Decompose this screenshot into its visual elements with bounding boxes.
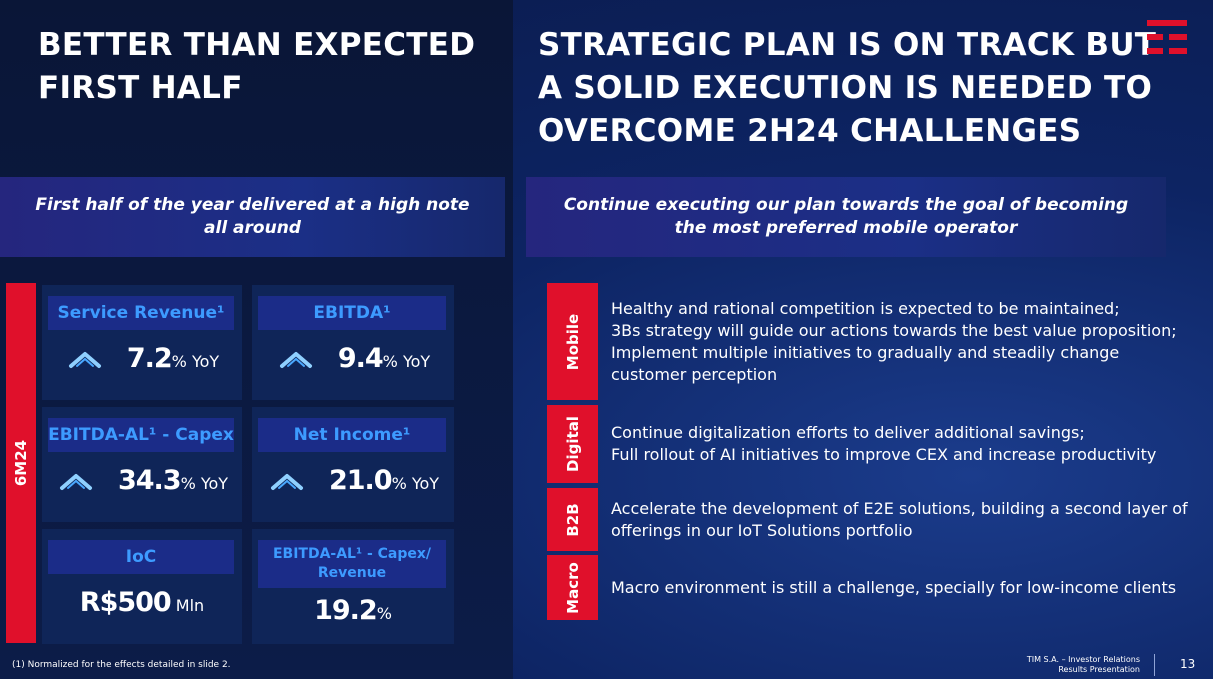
- title-line: OVERCOME 2H24 CHALLENGES: [538, 113, 1082, 149]
- arrow-icon: [270, 473, 303, 490]
- logo: [1147, 20, 1187, 54]
- kpi-tile: Net Income¹ 21.0% YoY: [252, 407, 454, 522]
- kpi-value-line: 21.0% YoY: [252, 465, 454, 496]
- title-line: STRATEGIC PLAN IS ON TRACK BUT: [538, 27, 1157, 63]
- footer-divider: [1154, 654, 1155, 676]
- banner-text: Continue executing our plan towards the …: [563, 195, 1129, 238]
- kpi-value-line: 9.4% YoY: [252, 343, 454, 374]
- kpi-unit: % YoY: [382, 352, 431, 371]
- arrow-icon: [59, 473, 92, 490]
- kpi-unit: Mln: [170, 596, 205, 615]
- row-label: Digital: [563, 416, 582, 472]
- row-text: Accelerate the development of E2E soluti…: [611, 488, 1193, 551]
- kpi-tile: EBITDA-AL¹ - Capex/ Revenue 19.2%: [252, 529, 454, 644]
- footer-company: TIM S.A. – Investor Relations: [1026, 655, 1140, 664]
- right-banner: Continue executing our plan towards the …: [526, 177, 1166, 257]
- row-label: Mobile: [563, 313, 582, 370]
- kpi-title: EBITDA¹: [258, 296, 446, 330]
- chevron-inner: [66, 479, 85, 489]
- row-label-box: Mobile: [547, 283, 598, 400]
- row-line: Macro environment is still a challenge, …: [611, 577, 1177, 597]
- footer-doc: Results Presentation: [1058, 665, 1140, 674]
- row-text: Macro environment is still a challenge, …: [611, 555, 1193, 620]
- chevron: [270, 473, 303, 490]
- row-label: B2B: [563, 502, 582, 537]
- banner-text: First half of the year delivered at a hi…: [35, 195, 470, 238]
- kpi-unit: %: [376, 604, 392, 623]
- row-label: Macro: [563, 561, 582, 614]
- right-title: STRATEGIC PLAN IS ON TRACK BUT A SOLID E…: [538, 24, 1156, 153]
- row-label-box: B2B: [547, 488, 598, 551]
- chevron: [68, 351, 101, 368]
- kpi-value-line: 7.2% YoY: [42, 343, 242, 374]
- kpi-value: 9.4: [337, 343, 384, 374]
- kpi-title: EBITDA-AL¹ - Capex: [48, 418, 234, 452]
- kpi-tile: EBITDA¹ 9.4% YoY: [252, 285, 454, 400]
- kpi-unit: % YoY: [180, 474, 229, 493]
- chevron-inner: [277, 479, 296, 489]
- footnote: (1) Normalized for the effects detailed …: [12, 660, 231, 670]
- kpi-tile: IoC R$500 Mln: [42, 529, 242, 644]
- row-label-box: Macro: [547, 555, 598, 620]
- arrow-icon: [68, 351, 101, 368]
- kpi-title: Net Income¹: [258, 418, 446, 452]
- arrow-icon: [279, 351, 312, 368]
- row-line: Implement multiple initiatives to gradua…: [611, 342, 1120, 384]
- title-line: A SOLID EXECUTION IS NEEDED TO: [538, 70, 1153, 106]
- period-bar: 6M24: [6, 283, 36, 643]
- kpi-unit: % YoY: [171, 352, 220, 371]
- period-label: 6M24: [12, 439, 30, 487]
- row-text: Healthy and rational competition is expe…: [611, 283, 1193, 400]
- title-line: BETTER THAN EXPECTED: [38, 27, 476, 63]
- row-line: 3Bs strategy will guide our actions towa…: [611, 320, 1177, 340]
- kpi-value-line: 34.3% YoY: [42, 465, 242, 496]
- chevron: [59, 473, 92, 490]
- kpi-value: R$500: [79, 587, 172, 618]
- kpi-title: IoC: [48, 540, 234, 574]
- footer-info: TIM S.A. – Investor Relations Results Pr…: [1027, 655, 1140, 675]
- kpi-value: 19.2: [314, 595, 378, 626]
- row-line: Full rollout of AI initiatives to improv…: [611, 445, 1157, 464]
- chevron: [279, 351, 312, 368]
- row-line: Healthy and rational competition is expe…: [611, 298, 1120, 318]
- chevron-inner: [286, 357, 305, 367]
- kpi-tile: Service Revenue¹ 7.2% YoY: [42, 285, 242, 400]
- kpi-title: EBITDA-AL¹ - Capex/ Revenue: [258, 540, 446, 588]
- kpi-value-line: 19.2%: [252, 595, 454, 626]
- row-label-box: Digital: [547, 405, 598, 483]
- kpi-value: 21.0: [328, 465, 393, 496]
- kpi-unit: % YoY: [391, 474, 440, 493]
- chevron-inner: [75, 357, 94, 367]
- row-line: Continue digitalization efforts to deliv…: [611, 423, 1085, 442]
- title-line: FIRST HALF: [38, 70, 243, 106]
- kpi-value: 34.3: [117, 465, 182, 496]
- left-banner: First half of the year delivered at a hi…: [0, 177, 505, 257]
- row-line: Accelerate the development of E2E soluti…: [611, 498, 1188, 540]
- kpi-value: 7.2: [126, 343, 173, 374]
- left-title: BETTER THAN EXPECTED FIRST HALF: [38, 24, 475, 110]
- row-text: Continue digitalization efforts to deliv…: [611, 405, 1193, 483]
- kpi-title: Service Revenue¹: [48, 296, 234, 330]
- page-number: 13: [1180, 657, 1196, 671]
- kpi-value-line: R$500 Mln: [42, 587, 242, 618]
- kpi-tile: EBITDA-AL¹ - Capex 34.3% YoY: [42, 407, 242, 522]
